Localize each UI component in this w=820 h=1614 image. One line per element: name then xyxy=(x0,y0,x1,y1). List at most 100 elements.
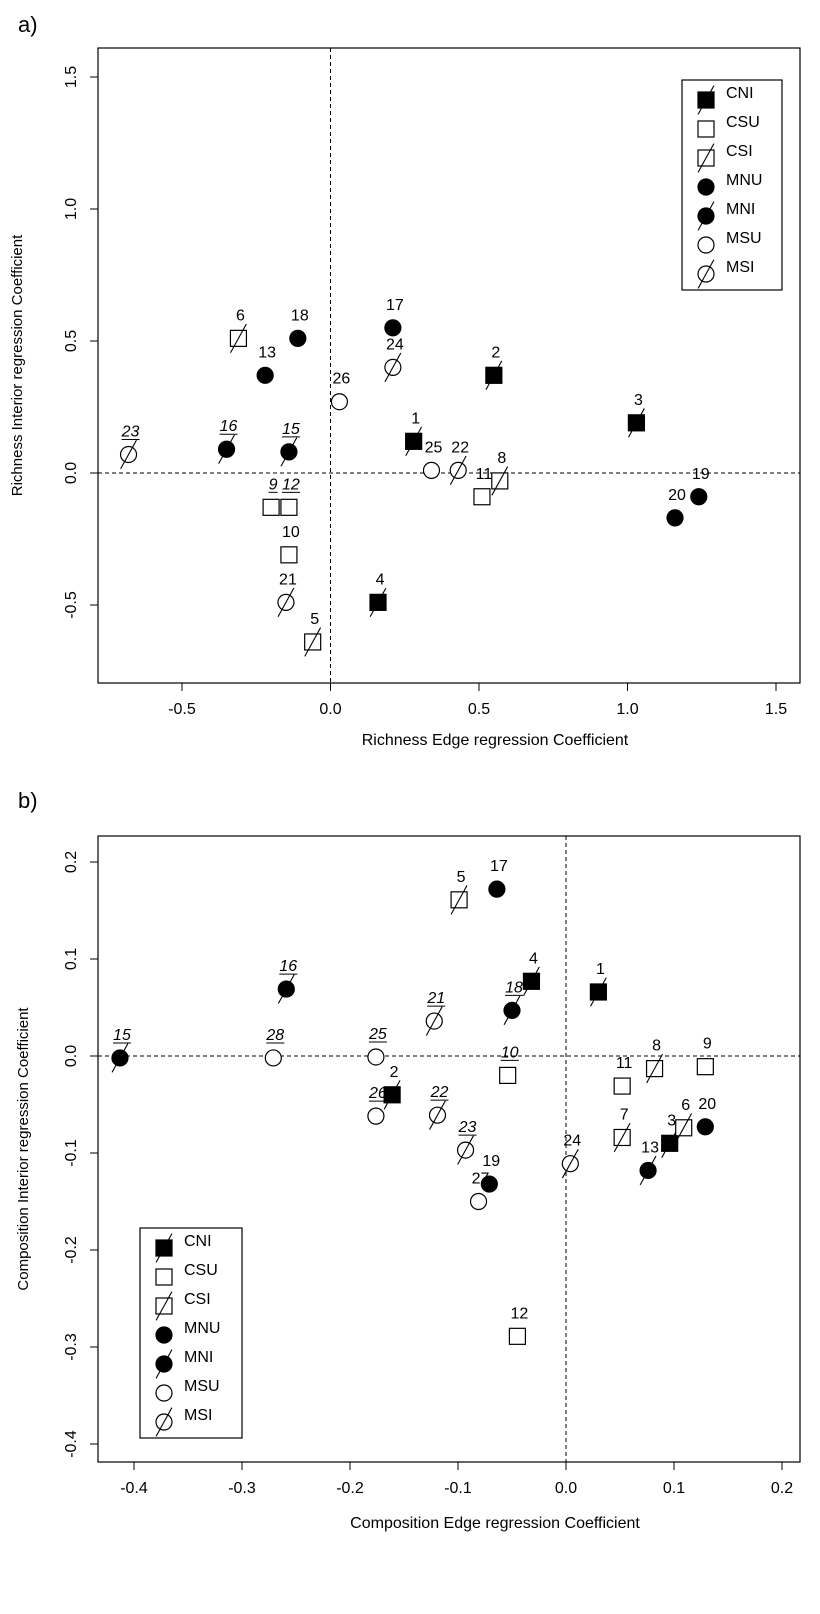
x-tick-label: -0.5 xyxy=(168,701,196,718)
data-point-25 xyxy=(367,1048,385,1066)
point-label-26: 26 xyxy=(368,1085,387,1102)
data-point-6 xyxy=(675,1113,693,1143)
point-label-25: 25 xyxy=(425,439,443,456)
y-tick-label: -0.1 xyxy=(63,1139,80,1167)
legend-symbol-msu xyxy=(697,236,715,254)
point-label-21: 21 xyxy=(279,571,297,588)
legend-label-msu: MSU xyxy=(184,1378,220,1395)
x-axis-label: Composition Edge regression Coefficient xyxy=(350,1515,640,1532)
point-label-12: 12 xyxy=(511,1305,529,1322)
point-label-11: 11 xyxy=(616,1055,633,1072)
point-label-3: 3 xyxy=(634,392,643,409)
panel-a-label: a) xyxy=(18,12,38,37)
point-label-23: 23 xyxy=(121,424,140,441)
legend-label-cni: CNI xyxy=(726,85,754,102)
data-point-7 xyxy=(613,1122,631,1153)
point-label-13: 13 xyxy=(641,1139,659,1156)
x-tick-label: 0.0 xyxy=(319,701,341,718)
point-label-15: 15 xyxy=(113,1027,131,1044)
legend-label-mni: MNI xyxy=(726,201,755,218)
point-label-24: 24 xyxy=(386,336,404,353)
point-label-10: 10 xyxy=(282,524,300,541)
point-label-16: 16 xyxy=(279,958,297,975)
data-point-15 xyxy=(111,1043,129,1073)
x-tick-label: -0.3 xyxy=(228,1480,256,1497)
data-point-1 xyxy=(405,426,423,456)
y-tick-label: -0.2 xyxy=(63,1236,80,1264)
legend-label-csu: CSU xyxy=(726,114,760,131)
legend: CNI CSU CSI MNU MNI MSU MSI xyxy=(139,1227,243,1439)
data-point-16 xyxy=(277,974,295,1004)
data-point-27 xyxy=(469,1192,488,1211)
point-label-6: 6 xyxy=(236,307,245,324)
legend-symbol-msi xyxy=(697,259,715,289)
point-label-22: 22 xyxy=(451,439,469,456)
point-label-13: 13 xyxy=(258,344,276,361)
legend-label-cni: CNI xyxy=(184,1233,212,1250)
data-point-19 xyxy=(480,1175,498,1193)
legend-label-mni: MNI xyxy=(184,1349,213,1366)
point-label-2: 2 xyxy=(491,344,500,361)
y-tick-label: 0.2 xyxy=(63,851,80,873)
data-point-16 xyxy=(217,434,236,464)
data-point-23 xyxy=(119,439,138,470)
data-point-2 xyxy=(383,1080,401,1110)
point-label-28: 28 xyxy=(265,1027,284,1044)
point-label-23: 23 xyxy=(458,1119,477,1136)
data-point-21 xyxy=(277,587,295,618)
data-point-26 xyxy=(367,1107,385,1125)
point-label-5: 5 xyxy=(457,869,466,886)
x-tick-label: 1.5 xyxy=(765,701,787,718)
point-label-1: 1 xyxy=(411,410,420,427)
data-point-2 xyxy=(485,360,503,390)
y-tick-label: 1.5 xyxy=(63,66,80,88)
data-point-3 xyxy=(661,1128,679,1158)
data-point-4 xyxy=(522,966,541,996)
scatter-plot-composition: -0.4 -0.3 -0.2 -0.1 0.0 0.1 0.2 -0.4 -0.3 -0.2 -0.… xyxy=(15,835,801,1532)
x-tick-label: 0.1 xyxy=(663,1480,685,1497)
point-label-8: 8 xyxy=(497,450,506,467)
y-axis-label: Richness Interior regression Coefficient xyxy=(9,234,26,496)
point-label-9: 9 xyxy=(703,1036,712,1053)
data-point-18 xyxy=(503,995,521,1026)
data-point-4 xyxy=(369,587,387,618)
point-label-17: 17 xyxy=(490,858,508,875)
data-point-8 xyxy=(491,466,509,496)
data-point-22 xyxy=(428,1100,447,1130)
y-tick-label: 0.0 xyxy=(63,1045,80,1067)
data-point-25 xyxy=(422,461,441,479)
data-point-21 xyxy=(425,1006,443,1036)
data-point-11 xyxy=(613,1077,631,1095)
legend-symbol-mni xyxy=(697,201,715,231)
data-point-13 xyxy=(639,1155,657,1186)
legend-symbol-mni xyxy=(155,1349,173,1379)
point-label-20: 20 xyxy=(668,487,686,504)
x-axis-label: Richness Edge regression Coefficient xyxy=(362,732,629,749)
point-label-18: 18 xyxy=(291,307,309,324)
data-point-10 xyxy=(280,546,298,564)
point-label-20: 20 xyxy=(698,1096,716,1113)
data-point-24 xyxy=(384,352,402,383)
legend-label-msi: MSI xyxy=(184,1407,212,1424)
legend-symbol-csu xyxy=(155,1268,173,1286)
point-label-3: 3 xyxy=(667,1112,676,1129)
data-point-5 xyxy=(304,627,322,657)
data-point-10 xyxy=(499,1066,517,1085)
point-label-6: 6 xyxy=(681,1097,690,1114)
legend-symbol-msi xyxy=(155,1407,173,1437)
legend-symbol-cni xyxy=(155,1233,173,1263)
scatter-plot-richness: -0.5 0.0 0.5 1.0 1.5 -0.5 0.0 0.5 1.0 1.5 Richness… xyxy=(9,47,801,749)
data-point-11 xyxy=(473,488,491,506)
point-label-18: 18 xyxy=(505,979,523,996)
point-label-1: 1 xyxy=(596,961,605,978)
point-label-5: 5 xyxy=(310,611,319,628)
y-axis-label: Composition Interior regression Coeffici… xyxy=(15,1007,32,1291)
point-label-19: 19 xyxy=(692,466,710,483)
point-label-16: 16 xyxy=(220,418,238,435)
point-label-17: 17 xyxy=(386,297,404,314)
x-tick-label: 0.5 xyxy=(468,701,490,718)
data-point-12 xyxy=(280,498,298,516)
y-tick-label: -0.3 xyxy=(63,1333,80,1361)
data-point-24 xyxy=(561,1149,579,1179)
